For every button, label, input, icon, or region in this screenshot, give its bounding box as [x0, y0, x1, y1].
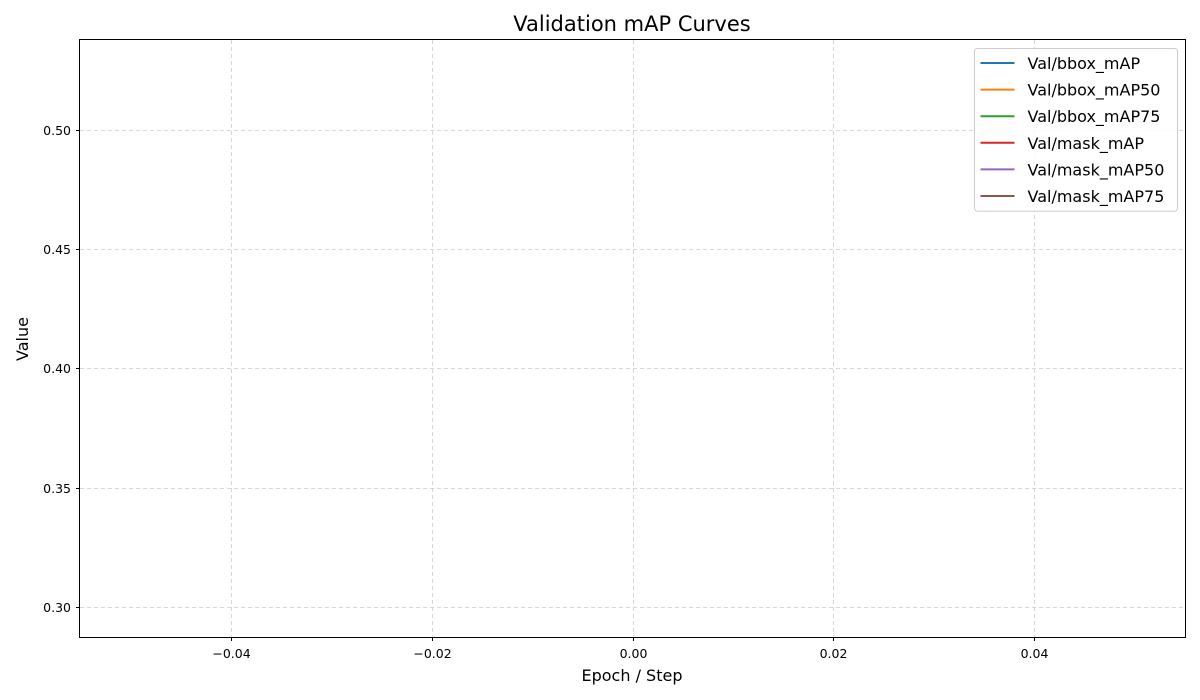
legend-label: Val/bbox_mAP [1028, 54, 1141, 74]
x-tick-label: 0.00 [620, 646, 648, 661]
y-tick-label: 0.30 [43, 600, 71, 615]
legend-label: Val/mask_mAP50 [1028, 160, 1165, 180]
legend-label: Val/mask_mAP [1028, 134, 1145, 154]
y-axis-label: Value [13, 317, 32, 361]
y-tick-label: 0.50 [43, 123, 71, 138]
x-tick-label: 0.02 [820, 646, 848, 661]
y-axis-ticks: 0.30 0.35 0.40 0.45 0.50 [43, 123, 80, 615]
x-axis-label: Epoch / Step [582, 666, 683, 685]
legend: Val/bbox_mAP Val/bbox_mAP50 Val/bbox_mAP75… [974, 48, 1178, 212]
x-tick-label: −0.04 [212, 646, 250, 661]
x-tick-label: 0.04 [1021, 646, 1049, 661]
legend-label: Val/mask_mAP75 [1028, 187, 1165, 207]
chart-title: Validation mAP Curves [513, 12, 750, 36]
x-tick-label: −0.02 [413, 646, 451, 661]
y-tick-label: 0.35 [43, 481, 71, 496]
grid [80, 40, 1185, 637]
y-tick-label: 0.40 [43, 361, 71, 376]
legend-label: Val/bbox_mAP75 [1028, 107, 1161, 127]
y-tick-label: 0.45 [43, 242, 71, 257]
x-axis-ticks: −0.04 −0.02 0.00 0.02 0.04 [212, 637, 1048, 661]
legend-label: Val/bbox_mAP50 [1028, 81, 1161, 101]
plot-area-frame [79, 39, 1186, 638]
legend-box [974, 48, 1178, 212]
